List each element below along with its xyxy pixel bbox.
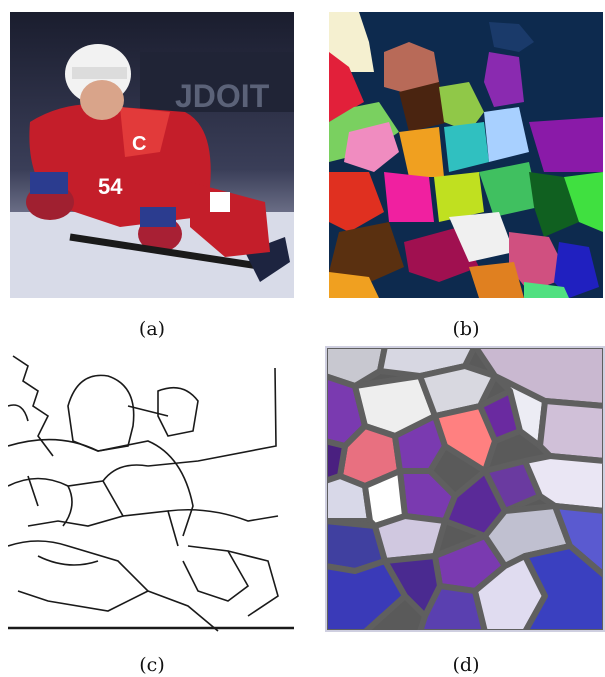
- segmentation-map: [329, 12, 603, 298]
- panel-d-stained-glass: [325, 346, 605, 632]
- boundary-line-drawing: [8, 346, 294, 632]
- jersey-letter: C: [132, 133, 146, 155]
- panel-c-line-drawing: [8, 346, 294, 632]
- caption-b: (b): [452, 318, 480, 340]
- stained-glass-rendering: [325, 346, 605, 632]
- caption-c: (c): [139, 654, 165, 676]
- svg-text:JDOIT: JDOIT: [175, 78, 270, 114]
- panel-b-segmentation: [329, 12, 603, 298]
- hockey-player-photo: JDOIT C 54: [10, 12, 294, 298]
- caption-a: (a): [138, 318, 166, 340]
- jersey-number: 54: [98, 174, 123, 199]
- caption-d: (d): [452, 654, 480, 676]
- panel-a-photo: JDOIT C 54: [10, 12, 294, 298]
